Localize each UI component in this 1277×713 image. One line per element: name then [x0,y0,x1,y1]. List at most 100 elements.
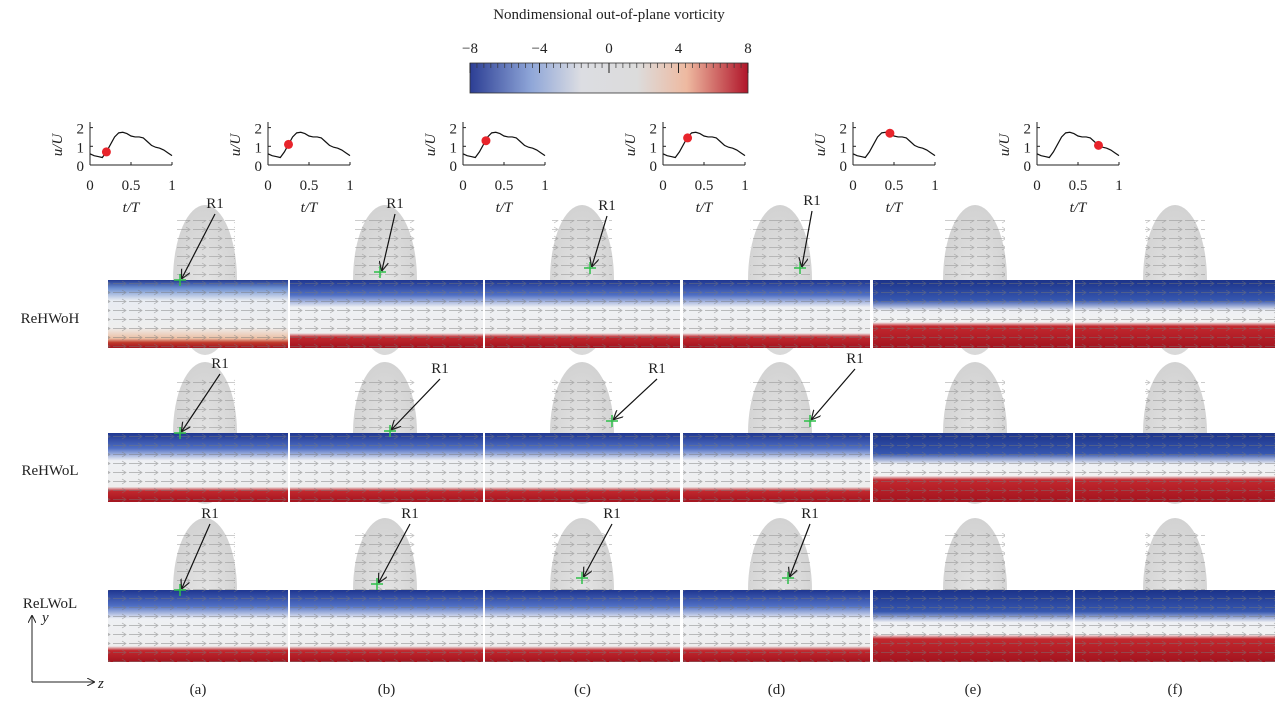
dome-arrows [1145,533,1205,590]
inset-y-tick-label: 0 [1024,159,1032,175]
r1-label: R1 [201,506,219,522]
r1-label: R1 [803,193,821,209]
r1-label: R1 [801,506,819,522]
r1-label: R1 [598,198,616,214]
inset-y-tick-label: 2 [650,122,658,138]
flow-panel [873,205,1073,355]
flow-panel [1075,205,1275,355]
flow-panel: R1 [108,196,288,355]
dome-arrows [355,220,415,280]
panel-label: (d) [768,682,786,698]
r1-label: R1 [846,351,864,367]
velocity-vectors [1075,433,1275,502]
flow-panel: R1 [290,361,483,504]
panel-label: (c) [574,682,591,698]
flow-panel: R1 [683,506,870,662]
velocity-vectors [485,590,680,662]
flow-panel [873,518,1073,662]
inset-x-tick-label: 0 [659,178,667,194]
r1-pointer [182,213,216,278]
r1-label: R1 [206,196,224,212]
velocity-vectors [290,433,483,502]
z-axis-label: z [97,676,104,692]
flow-panel [873,362,1073,504]
inset-x-tick-label: 0 [849,178,857,194]
inset-x-tick-label: 0 [1033,178,1041,194]
r1-pointer [382,213,396,270]
r1-pointer [592,215,608,266]
inset-x-label: t/T [123,200,141,216]
inset-x-tick-label: 1 [1115,178,1123,194]
r1-cross [606,415,618,427]
waveform-line [852,131,936,159]
dome-arrows [1145,377,1205,433]
row-label: ReHWoL [21,463,78,479]
inset-x-tick-label: 0.5 [695,178,714,194]
inset-y-label: u/U [813,133,829,157]
inset-y-tick-label: 1 [255,140,263,156]
waveform-line [662,131,746,159]
waveform-line [1036,131,1120,159]
inset-plot: 0 0.5 1 0 1 2 t/T u/U [813,122,939,216]
velocity-vectors [1075,590,1275,662]
dome-arrows [552,377,612,433]
waveform-line [267,131,351,159]
inset-x-tick-label: 0.5 [122,178,141,194]
flow-panel: R1 [290,196,483,355]
inset-x-tick-label: 1 [741,178,749,194]
inset-x-tick-label: 0 [264,178,272,194]
colorbar-tick-label: −4 [532,41,548,57]
inset-y-tick-label: 1 [450,140,458,156]
inset-plot: 0 0.5 1 0 1 2 t/T u/U [423,122,549,216]
r1-cross [804,415,816,427]
r1-pointer [790,523,811,576]
inset-y-tick-label: 2 [840,122,848,138]
flow-panel [1075,362,1275,504]
inset-y-tick-label: 2 [450,122,458,138]
inset-plot: 0 0.5 1 0 1 2 t/T u/U [50,122,176,216]
inset-y-label: u/U [228,133,244,157]
r1-pointer [392,378,441,429]
inset-x-label: t/T [496,200,514,216]
inset-y-tick-label: 0 [77,159,85,175]
dome-arrows [750,220,810,280]
flow-panel: R1 [683,351,870,504]
colorbar-title: Nondimensional out-of-plane vorticity [493,7,725,23]
axes-indicator: y z [32,610,104,692]
inset-y-label: u/U [623,133,639,157]
inset-x-tick-label: 1 [346,178,354,194]
inset-x-tick-label: 0.5 [495,178,514,194]
r1-cross [384,425,396,437]
velocity-vectors [873,433,1073,502]
inset-y-label: u/U [997,133,1013,157]
inset-x-tick-label: 0 [459,178,467,194]
dome-arrows [945,220,1005,280]
panel-label: (a) [190,682,207,698]
inset-y-tick-label: 2 [1024,122,1032,138]
dome-arrows [355,533,415,590]
dome-arrows [175,220,235,280]
inset-plot: 0 0.5 1 0 1 2 t/T u/U [623,122,749,216]
r1-pointer [812,368,856,419]
r1-pointer [182,523,211,588]
velocity-vectors [290,280,483,348]
dome-arrows [1145,220,1205,280]
velocity-vectors [108,590,288,662]
flow-panel [1075,518,1275,662]
dome-arrows [552,220,612,280]
inset-y-tick-label: 0 [450,159,458,175]
inset-x-label: t/T [1070,200,1088,216]
velocity-vectors [683,280,870,348]
inset-x-tick-label: 0 [86,178,94,194]
velocity-vectors [683,590,870,662]
inset-x-tick-label: 1 [168,178,176,194]
inset-y-tick-label: 2 [255,122,263,138]
inset-y-tick-label: 1 [650,140,658,156]
r1-pointer [182,373,221,431]
phase-marker [101,147,111,157]
velocity-vectors [873,280,1073,348]
dome-arrows [175,377,235,433]
dome-arrows [945,533,1005,590]
flow-panel: R1 [108,356,288,504]
inset-x-tick-label: 1 [931,178,939,194]
